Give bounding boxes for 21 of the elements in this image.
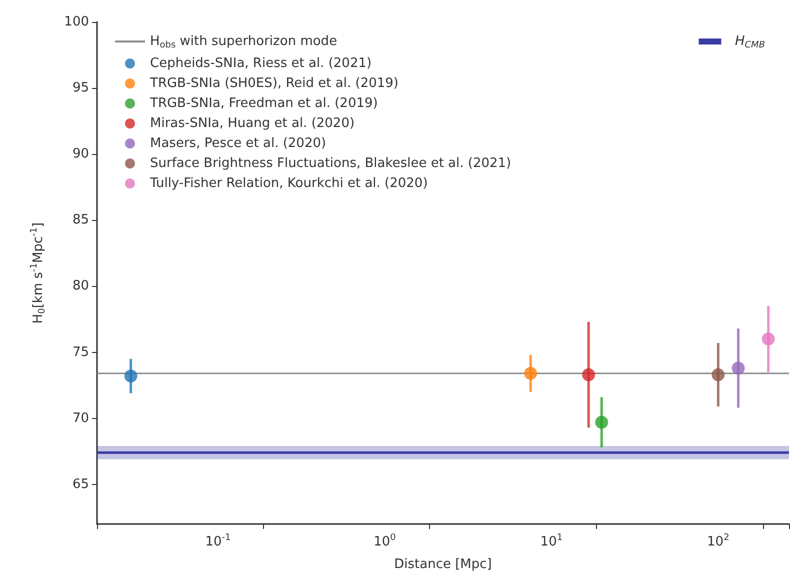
legend-label: Miras-SNIa, Huang et al. (2020): [150, 116, 355, 131]
y-tick-label: 100: [64, 14, 89, 30]
legend-label: Cepheids-SNIa, Riess et al. (2021): [150, 56, 372, 71]
legend-label: TRGB-SNIa (SH0ES), Reid et al. (2019): [149, 76, 398, 91]
y-tick-label: 80: [72, 278, 89, 294]
y-axis-title: H0[km s-1Mpc-1]: [30, 222, 48, 324]
y-tick-label: 75: [72, 344, 89, 360]
y-tick-label: 85: [72, 212, 89, 228]
y-tick-label: 65: [72, 476, 89, 492]
x-tick-label: 10$^{2}$: [707, 533, 730, 550]
x-tick-label: 10$^{0}$: [374, 533, 396, 550]
legend-label: Surface Brightness Fluctuations, Blakeslee et al. (2021): [150, 156, 512, 171]
x-tick-label: 10$^{1}$: [540, 533, 563, 550]
legend-label: TRGB-SNIa, Freedman et al. (2019): [149, 96, 378, 111]
y-tick-label: 90: [72, 146, 89, 162]
x-tick-label: 10$^{-1}$: [205, 533, 231, 550]
y-tick-label: 95: [72, 80, 89, 96]
legend-label: Tully-Fisher Relation, Kourkchi et al. (2020): [149, 176, 428, 191]
legend-label: Masers, Pesce et al. (2020): [150, 136, 326, 151]
y-tick-label: 70: [72, 410, 89, 426]
x-axis-title: Distance [Mpc]: [394, 557, 492, 572]
